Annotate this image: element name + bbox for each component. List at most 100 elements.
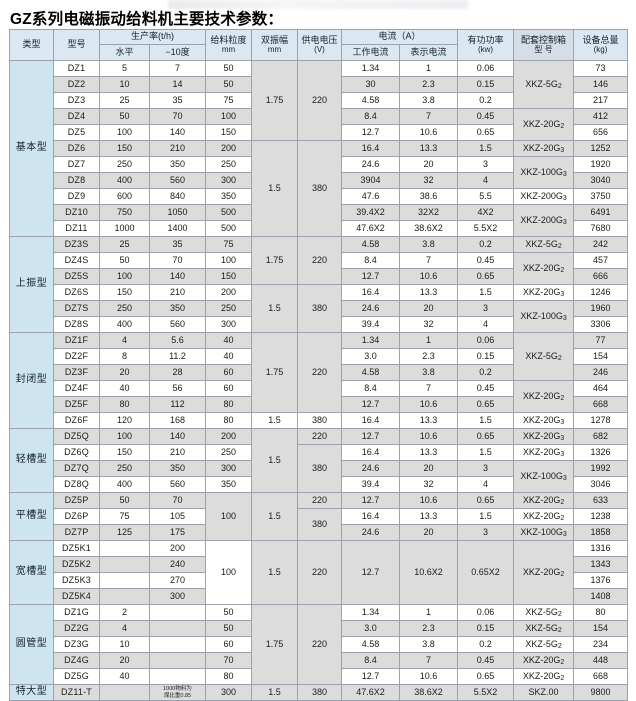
granularity-cell: 60 [205, 364, 253, 381]
granularity-cell: 100 [205, 108, 253, 125]
minus10-cell: 5.6 [148, 332, 207, 349]
type-label-cell: 圆管型 [9, 604, 54, 685]
header-granularity: 给料粒度 mm [205, 29, 253, 61]
working-current-cell: 8.4 [341, 380, 401, 397]
table-row: DZ6Q 150 210 250 380 16.4 13.3 1.5 XKZ-20G3 1326 [10, 444, 629, 493]
weight-cell: 668 [573, 396, 629, 413]
minus10-cell: 105 [148, 508, 207, 525]
horizontal-cell: 50 [99, 108, 150, 125]
working-current-cell: 3904 [341, 172, 401, 189]
table-body: 基本型 DZ1 5 7 50 1.75 220 1.34 1 0.06 XKZ-5G2 73 DZ2 10… [9, 60, 629, 701]
minus10-cell: 300 [148, 588, 207, 605]
weight-cell: 3046 [573, 476, 629, 493]
control-box-cell: XKZ-100G3 [513, 156, 575, 189]
control-box-cell: XKZ-20G3 [513, 284, 575, 301]
horizontal-cell: 250 [99, 300, 150, 317]
horizontal-cell: 25 [99, 92, 150, 109]
weight-cell: 3040 [573, 172, 629, 189]
minus10-cell: 270 [148, 572, 207, 589]
display-current-cell: 13.3 [399, 508, 459, 525]
working-current-cell: 47.6X2 [341, 684, 401, 701]
weight-cell: 633 [573, 492, 629, 509]
display-current-cell: 13.3 [399, 140, 459, 157]
header-control-box-unit: 型 号 [534, 45, 553, 55]
minus10-cell: 28 [148, 364, 207, 381]
granularity-cell: 200 [205, 428, 253, 445]
granularity-cell: 75 [205, 92, 253, 109]
granularity-cell: 200 [205, 140, 253, 157]
granularity-cell: 300 [205, 460, 253, 477]
granularity-cell: 100 [205, 252, 253, 269]
header-weight-unit: (kg) [593, 45, 608, 55]
amplitude-cell: 1.5 [251, 284, 299, 333]
power-cell: 5.5X2 [457, 220, 515, 237]
display-current-cell: 3.8 [399, 636, 459, 653]
power-cell: 1.5 [457, 444, 515, 461]
weight-cell: 77 [573, 332, 629, 349]
type-label-cell: 特大型 [9, 684, 54, 701]
model-cell: DZ5 [53, 124, 100, 141]
horizontal-cell: 50 [99, 492, 150, 509]
minus10-cell: 7 [148, 60, 207, 77]
model-cell: DZ3G [53, 636, 100, 653]
control-box-cell: XKZ-20G2 [513, 652, 575, 669]
granularity-cell: 100 [205, 492, 253, 541]
voltage-cell: 220 [297, 604, 343, 685]
minus10-cell [148, 636, 207, 653]
working-current-cell: 30 [341, 76, 401, 93]
minus10-cell: 560 [148, 316, 207, 333]
minus10-cell: 1050 [148, 204, 207, 221]
control-box-cell: SKZ.00 [513, 684, 575, 701]
control-box-cell: XKZ-20G2 [513, 668, 575, 685]
horizontal-cell: 80 [99, 396, 150, 413]
model-cell: DZ10 [53, 204, 100, 221]
table-row: DZ6F 120 168 80 1.5 380 16.4 13.3 1.5 XKZ-20G3 127… [10, 412, 629, 429]
power-cell: 4X2 [457, 204, 515, 221]
header-working-current: 工作电流 [341, 44, 401, 61]
granularity-cell: 350 [205, 188, 253, 205]
table-row: DZ6 150 210 200 1.5 380 16.4 13.3 1.5 XKZ-20G3 125… [10, 140, 629, 237]
table-row: DZ8Q 400 560 350 39.4 32 4 3046 [10, 476, 629, 493]
table-row: DZ4F 40 56 60 8.4 7 0.45 XKZ-20G2 464 [10, 380, 629, 413]
header-current: 电流（A） [341, 29, 459, 45]
minus10-cell [148, 620, 207, 637]
working-current-cell: 1.34 [341, 332, 401, 349]
display-current-cell: 10.6 [399, 124, 459, 141]
display-current-cell: 10.6 [399, 396, 459, 413]
granularity-cell: 60 [205, 636, 253, 653]
weight-cell: 234 [573, 636, 629, 653]
display-current-cell: 20 [399, 156, 459, 173]
horizontal-cell: 75 [99, 508, 150, 525]
power-cell: 3 [457, 156, 515, 173]
type-label-cell: 平槽型 [9, 492, 54, 541]
power-cell: 4 [457, 316, 515, 333]
granularity-cell: 50 [205, 604, 253, 621]
minus10-cell: 210 [148, 284, 207, 301]
working-current-cell: 16.4 [341, 508, 401, 525]
horizontal-cell [99, 588, 150, 605]
voltage-cell: 220 [297, 492, 343, 509]
control-box-cell: XKZ-20G2 [513, 508, 575, 525]
display-current-cell: 10.6 [399, 268, 459, 285]
control-box-cell: XKZ-200G3 [513, 204, 575, 237]
display-current-cell: 32 [399, 172, 459, 189]
power-cell: 0.06 [457, 332, 515, 349]
working-current-cell: 12.7 [341, 124, 401, 141]
display-current-cell: 38.6X2 [399, 684, 459, 701]
model-cell: DZ1F [53, 332, 100, 349]
voltage-cell: 220 [297, 428, 343, 445]
horizontal-cell: 50 [99, 252, 150, 269]
minus10-cell: 560 [148, 476, 207, 493]
control-box-cell: XKZ-5G2 [513, 636, 575, 653]
minus10-cell: 56 [148, 380, 207, 397]
horizontal-cell [99, 540, 150, 557]
model-cell: DZ6S [53, 284, 100, 301]
weight-cell: 666 [573, 268, 629, 285]
control-box-cell: XKZ-20G2 [513, 380, 575, 413]
model-cell: DZ7Q [53, 460, 100, 477]
model-cell: DZ6F [53, 412, 100, 429]
horizontal-cell: 100 [99, 124, 150, 141]
working-current-cell: 12.7 [341, 668, 401, 685]
table-row: 基本型 DZ1 5 7 50 1.75 220 1.34 1 0.06 XKZ-5G2 73 [9, 60, 629, 237]
working-current-cell: 39.4X2 [341, 204, 401, 221]
